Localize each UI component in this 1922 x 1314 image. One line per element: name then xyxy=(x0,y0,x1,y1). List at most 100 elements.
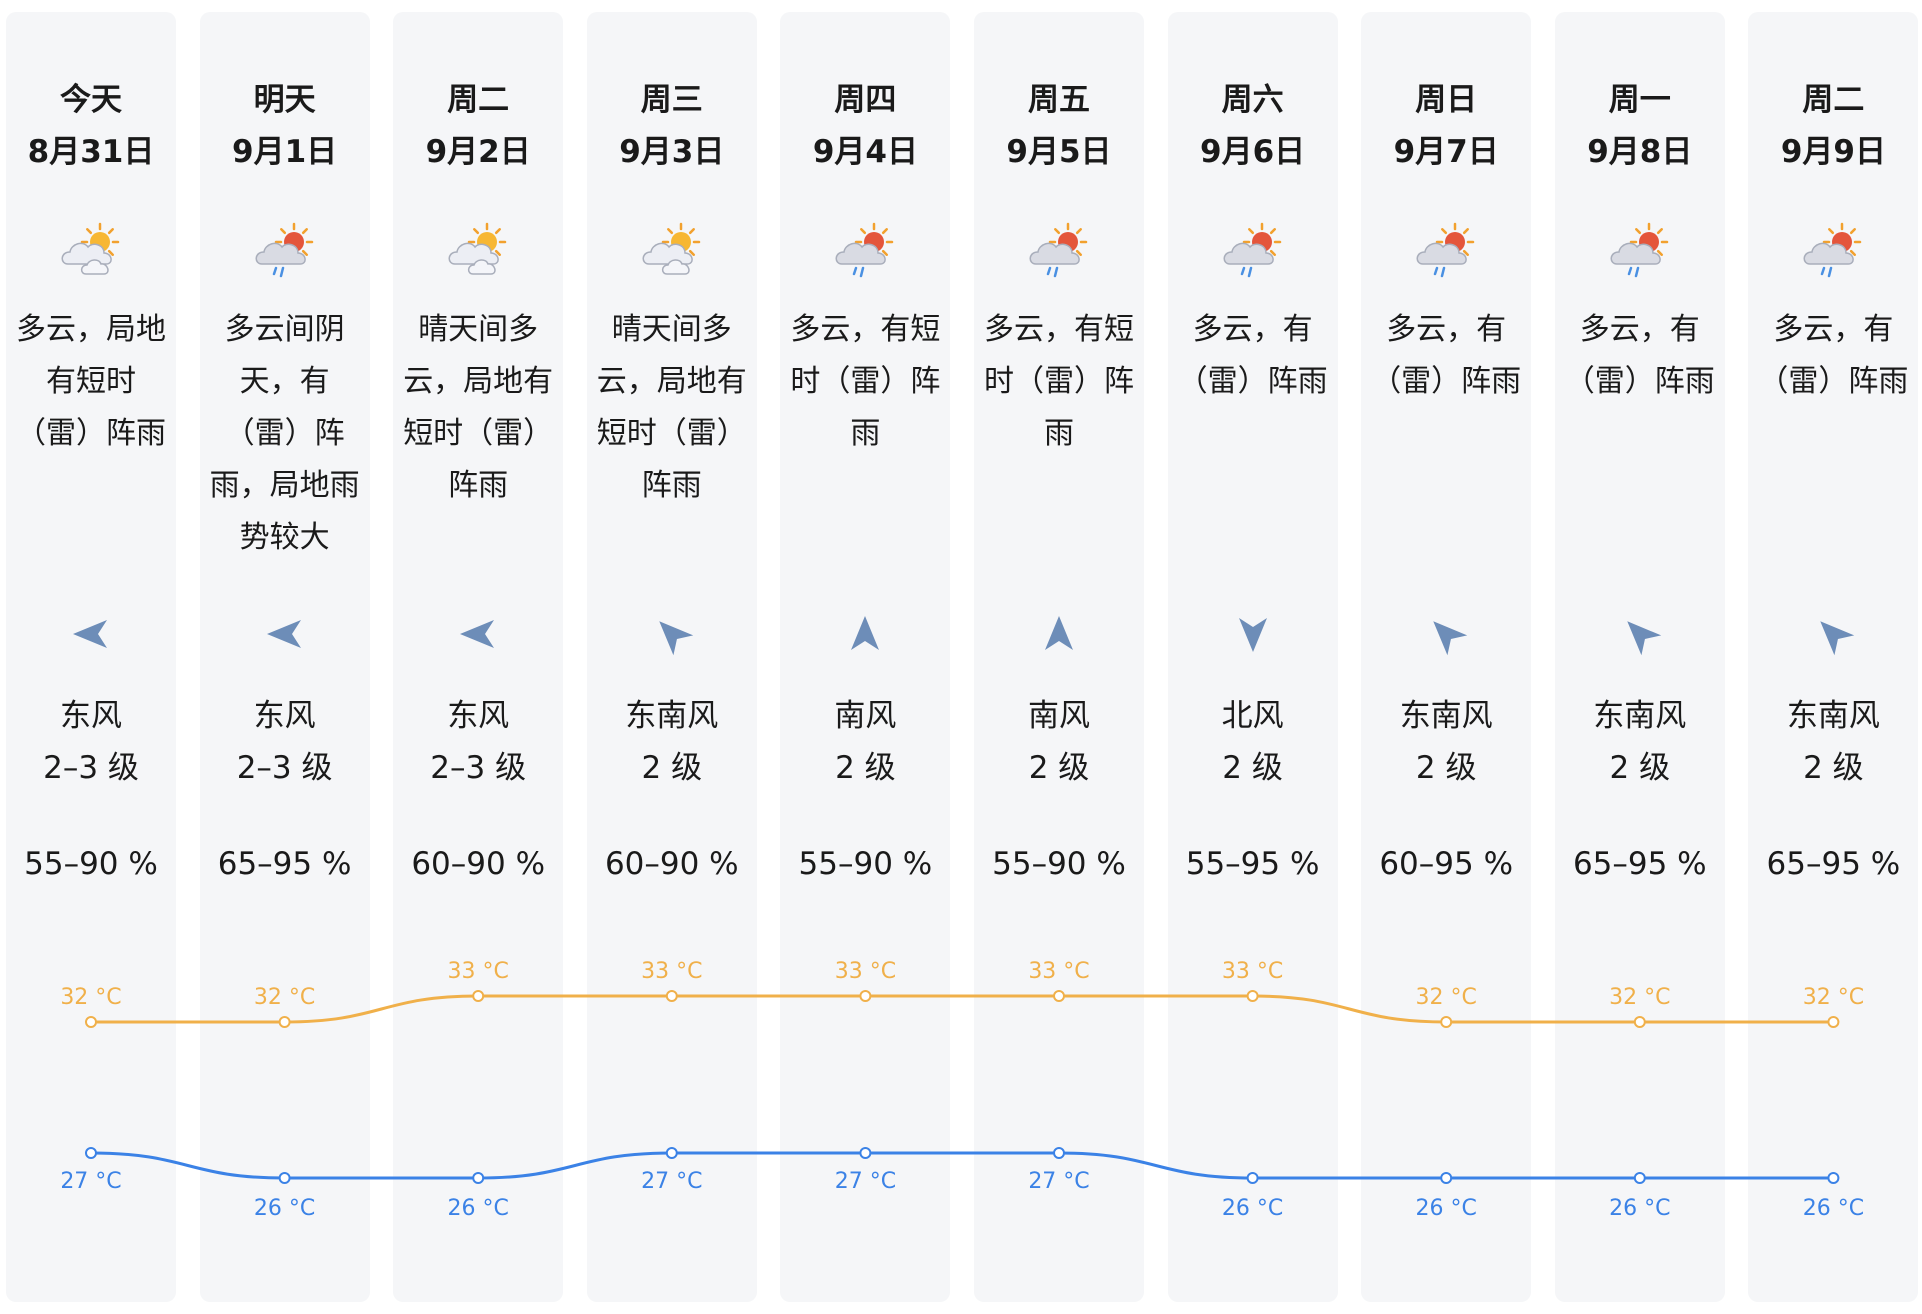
wind-direction-label: 东风 xyxy=(447,698,510,734)
weather-description-line: （雷）阵 xyxy=(224,416,345,451)
weather-description: 多云，有 （雷）阵雨 xyxy=(1563,304,1717,408)
wind-direction-label: 东风 xyxy=(60,698,122,734)
wind-level-label: 2 级 xyxy=(1222,750,1283,786)
weather-description-line: （雷）阵雨 xyxy=(1177,364,1328,399)
weekday-label: 周五 xyxy=(1028,82,1090,118)
weather-description-line: 时（雷）阵 xyxy=(984,364,1134,399)
humidity-label: 55–90 % xyxy=(24,846,158,882)
wind-level-label: 2 级 xyxy=(835,750,896,786)
wind-level-label: 2–3 级 xyxy=(236,750,333,786)
weather-description-line: 多云，局地 xyxy=(16,312,166,347)
weather-description: 多云，有 （雷）阵雨 xyxy=(1369,304,1523,408)
weather-description-line: 多云，有 xyxy=(1579,312,1700,347)
cloud-sun-rain-icon xyxy=(1029,222,1088,278)
weekday-label: 周二 xyxy=(1802,82,1865,118)
weather-description-line: 多云，有短 xyxy=(790,312,941,347)
weekday-label: 周六 xyxy=(1221,82,1284,118)
weather-description-line: 天，有 xyxy=(239,364,330,399)
humidity-label: 65–95 % xyxy=(217,846,352,882)
day-column: 今天 8月31日多云，局地有短时 （雷）阵雨东风 2–3 级 55–90 % xyxy=(6,12,176,1302)
weather-description-line: （雷）阵雨 xyxy=(1564,364,1715,399)
weather-description-line: 短时（雷） xyxy=(403,416,554,451)
wind-direction-icon xyxy=(851,616,880,650)
cloud-sun-rain-icon xyxy=(1610,222,1669,278)
date-label: 9月2日 xyxy=(425,134,531,170)
weather-description-line: 雨，局地雨 xyxy=(209,468,360,503)
wind-direction-label: 东南风 xyxy=(625,698,719,734)
date-label: 9月5日 xyxy=(1006,134,1112,170)
wind-direction-icon xyxy=(659,621,694,656)
weekday-label: 周二 xyxy=(447,82,510,118)
wind-level-label: 2 级 xyxy=(1803,750,1864,786)
weather-description-line: 多云，有短 xyxy=(984,312,1134,347)
weather-description-line: 晴天间多 xyxy=(418,312,539,347)
weather-description: 多云，有 （雷）阵雨 xyxy=(1176,304,1330,408)
weather-description: 多云，局地有短时 （雷）阵雨 xyxy=(14,304,168,460)
humidity-label: 55–90 % xyxy=(798,846,933,882)
weather-description: 晴天间多 云，局地有 短时（雷） 阵雨 xyxy=(595,304,749,512)
cloud-sun-rain-icon xyxy=(1803,222,1862,278)
weekday-label: 周四 xyxy=(834,82,897,118)
date-label: 8月31日 xyxy=(27,134,155,170)
humidity-label: 60–95 % xyxy=(1379,846,1514,882)
weekday-label: 周一 xyxy=(1608,82,1671,118)
wind-direction-icon xyxy=(1627,621,1662,656)
cloud-sun-rain-icon xyxy=(255,222,313,278)
weekday-label: 周日 xyxy=(1415,82,1478,118)
partly-cloudy-sun-icon xyxy=(642,222,701,275)
weather-description-line: 雨 xyxy=(850,416,881,451)
humidity-label: 60–90 % xyxy=(411,846,546,882)
date-label: 9月1日 xyxy=(232,134,338,170)
weather-description-line: 有短时 xyxy=(46,364,136,399)
wind-direction-label: 南风 xyxy=(834,698,897,734)
weather-description: 晴天间多 云，局地有 短时（雷） 阵雨 xyxy=(401,304,555,512)
wind-direction-label: 东南风 xyxy=(1399,698,1493,734)
wind-level-label: 2 级 xyxy=(641,750,703,786)
weather-description-line: 多云，有 xyxy=(1773,312,1894,347)
humidity-label: 65–95 % xyxy=(1572,846,1707,882)
date-label: 9月9日 xyxy=(1780,134,1886,170)
day-column: 周四 9月4日 多云，有短 时（雷）阵雨南风 2 级 55–90 % xyxy=(780,12,951,1302)
date-label: 9月7日 xyxy=(1393,134,1499,170)
wind-direction-icon xyxy=(1820,621,1855,656)
weekday-label: 今天 xyxy=(60,82,122,118)
weather-description-line: （雷）阵雨 xyxy=(1758,364,1909,399)
partly-cloudy-sun-icon xyxy=(448,222,507,275)
wind-level-label: 2–3 级 xyxy=(430,750,527,786)
day-column: 周三 9月3日晴天间多 云，局地有 短时（雷） 阵雨东南风 2 级 60–90 % xyxy=(586,12,757,1302)
humidity-label: 65–95 % xyxy=(1766,846,1901,882)
date-label: 9月3日 xyxy=(619,134,725,170)
weather-description-line: 势较大 xyxy=(239,520,330,555)
humidity-label: 55–90 % xyxy=(992,846,1126,882)
date-label: 9月8日 xyxy=(1587,134,1693,170)
weather-description-line: （雷）阵雨 xyxy=(16,416,166,451)
humidity-label: 55–95 % xyxy=(1185,846,1320,882)
wind-direction-label: 东风 xyxy=(253,698,316,734)
day-column: 周一 9月8日 多云，有 （雷）阵雨 东南风 2 级 65–95 % xyxy=(1554,12,1725,1302)
weather-description: 多云，有 （雷）阵雨 xyxy=(1756,304,1910,408)
weather-description-line: 云，局地有 xyxy=(403,364,554,399)
weather-description-line: 雨 xyxy=(1044,416,1074,451)
weather-description-line: 多云间阴 xyxy=(224,312,345,347)
wind-direction-label: 东南风 xyxy=(1786,698,1880,734)
weather-description-line: 多云，有 xyxy=(1192,312,1313,347)
wind-level-label: 2–3 级 xyxy=(43,750,139,786)
wind-direction-icon xyxy=(1238,618,1267,652)
wind-direction-icon xyxy=(266,620,301,648)
partly-cloudy-sun-icon xyxy=(61,222,120,275)
weather-description-line: （雷）阵雨 xyxy=(1371,364,1522,399)
weekday-label: 明天 xyxy=(253,82,316,118)
weather-description-line: 云，局地有 xyxy=(596,364,747,399)
wind-direction-label: 北风 xyxy=(1221,698,1284,734)
weekday-label: 周三 xyxy=(640,82,703,118)
day-column: 周日 9月7日 多云，有 （雷）阵雨 东南风 2 级 60–95 % xyxy=(1361,12,1532,1302)
humidity-label: 60–90 % xyxy=(604,846,739,882)
wind-direction-icon xyxy=(1433,621,1468,656)
wind-direction-icon xyxy=(460,620,495,648)
wind-level-label: 2 级 xyxy=(1609,750,1671,786)
weather-description: 多云，有短 时（雷）阵雨 xyxy=(788,304,942,460)
wind-direction-icon xyxy=(73,620,107,648)
wind-level-label: 2 级 xyxy=(1028,750,1090,786)
cloud-sun-rain-icon xyxy=(1223,222,1281,278)
